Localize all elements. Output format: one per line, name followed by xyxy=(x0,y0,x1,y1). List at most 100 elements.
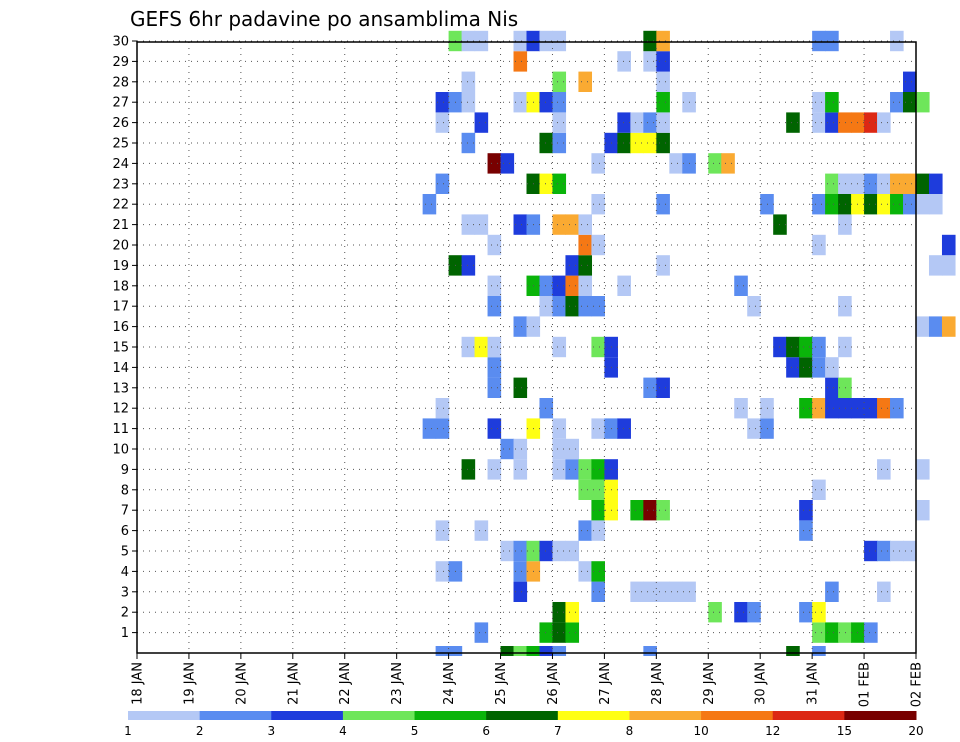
heat-cell xyxy=(812,30,826,52)
y-tick-label: 12 xyxy=(112,402,129,417)
legend-level-label: 2 xyxy=(196,724,204,738)
heat-cell xyxy=(461,214,476,235)
heat-cell xyxy=(916,459,930,480)
legend-swatch xyxy=(342,711,416,720)
x-tick-label: 02 FEB xyxy=(910,662,925,707)
heat-cell xyxy=(461,30,476,52)
heat-cell xyxy=(747,418,761,439)
heat-cell xyxy=(812,479,826,500)
heat-cell xyxy=(877,540,891,562)
heat-cell xyxy=(825,398,839,419)
legend-level-label: 8 xyxy=(626,724,634,738)
heat-cell xyxy=(941,234,956,256)
x-tick-label: 27 JAN xyxy=(598,662,613,705)
heat-cell xyxy=(903,71,917,92)
heat-cell xyxy=(656,377,670,398)
heat-cell xyxy=(812,112,826,133)
legend-level-label: 1 xyxy=(124,724,132,738)
heat-cell xyxy=(656,112,670,133)
heat-cell xyxy=(552,459,567,480)
heat-cell xyxy=(643,51,657,72)
x-tick-label: 20 JAN xyxy=(234,662,249,705)
heat-cell xyxy=(864,398,878,419)
legend-level-label: 5 xyxy=(411,724,419,738)
heat-cell xyxy=(643,646,657,656)
y-tick-label: 30 xyxy=(112,35,129,50)
heat-cell xyxy=(552,418,567,439)
heat-cell xyxy=(487,336,502,358)
heat-cell xyxy=(812,602,826,623)
heat-cell xyxy=(552,646,567,656)
legend-swatch xyxy=(414,711,487,720)
heat-cell xyxy=(903,540,917,562)
heat-cell xyxy=(539,173,554,194)
heat-cell xyxy=(435,520,450,541)
heat-cell xyxy=(838,336,852,358)
heat-cell xyxy=(656,132,670,154)
heat-cell xyxy=(552,336,567,358)
x-tick-label: 29 JAN xyxy=(702,662,717,705)
heat-cell xyxy=(487,296,502,317)
heat-cell xyxy=(825,581,839,602)
heat-cell xyxy=(643,500,657,521)
heat-cell xyxy=(812,646,826,656)
heat-cell xyxy=(435,92,450,113)
legend-swatch xyxy=(199,711,272,720)
y-tick-label: 15 xyxy=(112,341,129,356)
x-tick-label: 30 JAN xyxy=(754,662,769,705)
legend-level-label: 15 xyxy=(837,724,852,738)
heat-cell xyxy=(474,622,489,643)
heat-cell xyxy=(487,153,502,174)
heat-cell xyxy=(760,398,774,419)
heat-cell xyxy=(591,194,605,215)
legend-swatch xyxy=(701,711,774,720)
heat-cell xyxy=(591,459,605,480)
heat-cell xyxy=(656,92,670,113)
heat-cell xyxy=(578,234,593,256)
heat-cell xyxy=(474,112,489,133)
y-tick-label: 17 xyxy=(112,300,129,315)
heat-cell xyxy=(500,646,515,656)
y-tick-label: 13 xyxy=(112,381,129,396)
heat-cell xyxy=(656,500,670,521)
heat-cell xyxy=(916,92,930,113)
legend-level-label: 6 xyxy=(482,724,490,738)
heat-cell xyxy=(747,296,761,317)
heat-cell xyxy=(513,92,528,113)
heat-cell xyxy=(903,92,917,113)
heat-cell xyxy=(799,357,813,378)
heat-cell xyxy=(513,459,528,480)
heat-cell xyxy=(643,581,657,602)
heat-cell xyxy=(825,173,839,194)
x-tick-label: 24 JAN xyxy=(442,662,457,705)
heat-cell xyxy=(539,30,554,52)
heat-cell xyxy=(838,377,852,398)
heat-cell xyxy=(864,194,878,215)
heat-cell xyxy=(786,357,800,378)
heat-cell xyxy=(643,30,657,52)
heat-cell xyxy=(799,602,813,623)
y-tick-label: 14 xyxy=(112,361,129,376)
color-legend: 1 2 3 4 5 6 7 8 10 12 15 20 xyxy=(124,711,924,738)
heat-cell xyxy=(617,418,631,439)
y-axis: 1234567891011121314151617181920212223242… xyxy=(112,35,137,641)
heat-cell xyxy=(656,194,670,215)
heat-cell xyxy=(656,51,670,72)
x-tick-label: 21 JAN xyxy=(286,662,301,705)
heat-cell xyxy=(435,398,450,419)
heat-cell xyxy=(578,71,593,92)
heat-cell xyxy=(799,500,813,521)
chart-title: GEFS 6hr padavine po ansamblima Nis xyxy=(130,7,518,31)
heat-cell xyxy=(825,194,839,215)
heat-cell xyxy=(552,438,567,460)
cells-layer xyxy=(422,30,956,656)
y-tick-label: 21 xyxy=(112,218,129,233)
heat-cell xyxy=(578,255,593,276)
heat-cell xyxy=(565,438,580,460)
heat-cell xyxy=(812,234,826,256)
heat-cell xyxy=(474,30,489,52)
heat-cell xyxy=(422,194,437,215)
heat-cell xyxy=(916,194,930,215)
heat-cell xyxy=(877,459,891,480)
heat-cell xyxy=(578,296,593,317)
